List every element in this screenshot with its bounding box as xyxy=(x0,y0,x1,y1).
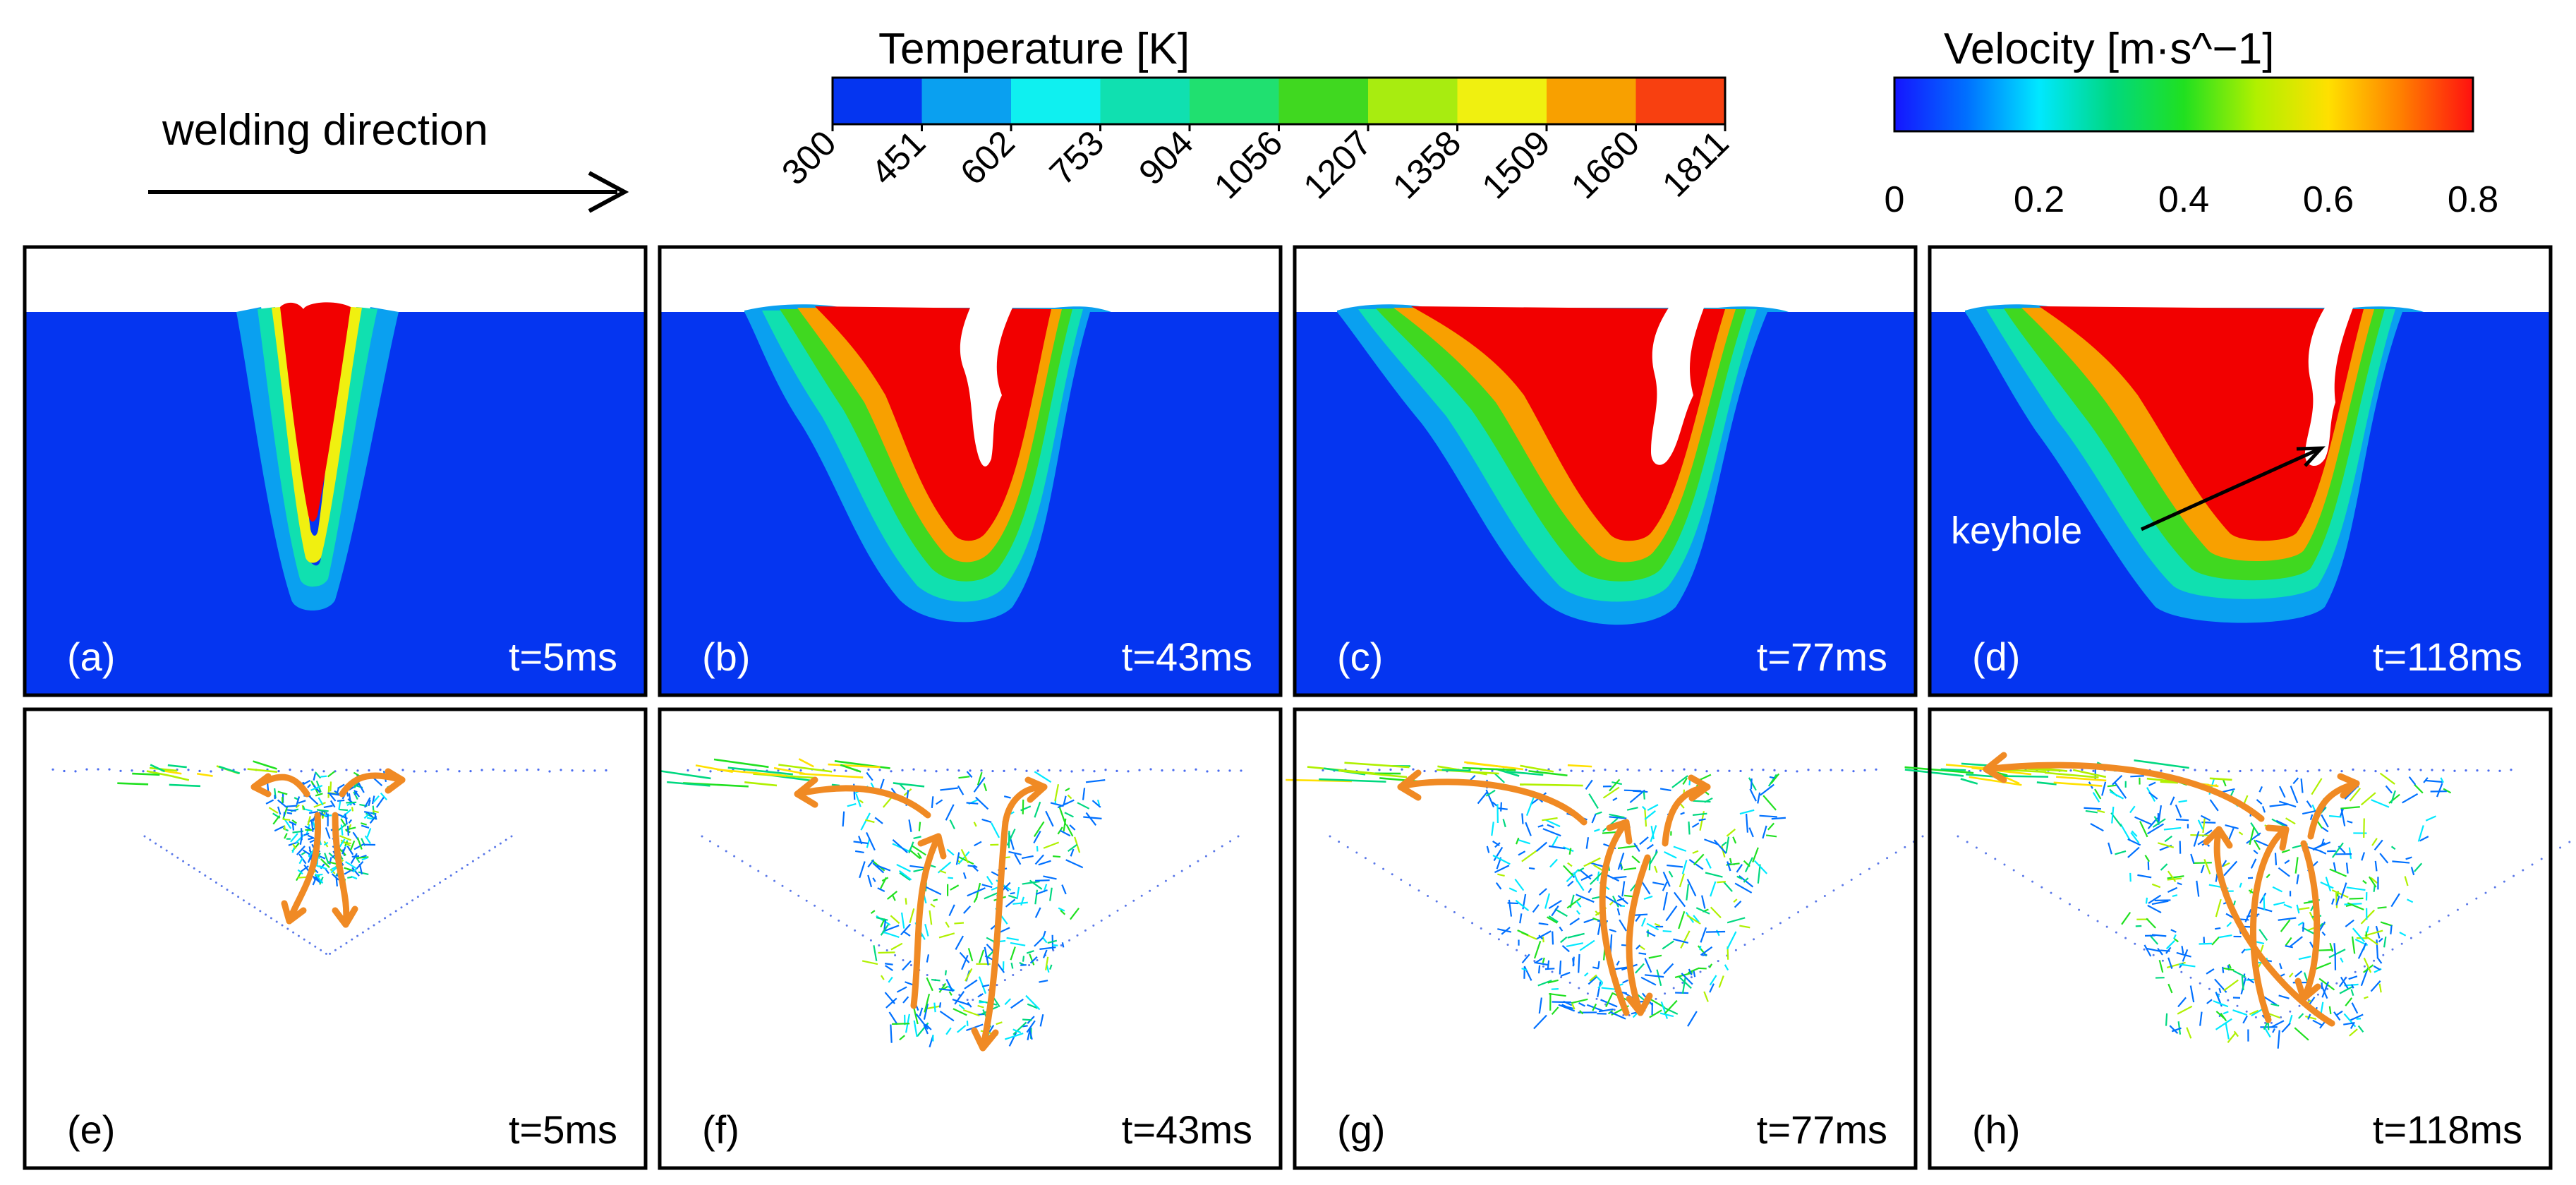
velocity-panel-h: (h) t=118ms xyxy=(1904,707,2571,1170)
temperature-colorbar-cell xyxy=(1100,78,1190,124)
temperature-tick-label: 451 xyxy=(864,123,933,193)
temperature-colorbar-cell xyxy=(1368,78,1458,124)
temperature-colorbar-cell xyxy=(1457,78,1547,124)
panel-h-time: t=118ms xyxy=(2373,1107,2522,1152)
velocity-colorbar: Velocity [m·s^−1] 0 0.2 0.4 0.6 0.8 xyxy=(1885,25,2499,220)
temperature-colorbar-cell xyxy=(1547,78,1636,124)
panel-f-label: (f) xyxy=(702,1107,739,1152)
welding-direction-indicator: welding direction xyxy=(148,106,629,213)
keyhole-label: keyhole xyxy=(1951,510,2082,552)
panel-g-time: t=77ms xyxy=(1757,1107,1887,1152)
velocity-tick-label: 0.6 xyxy=(2303,179,2354,220)
velocity-tick-label: 0.2 xyxy=(2014,179,2064,220)
velocity-colorbar-gradient xyxy=(1893,76,2474,133)
panel-h-label: (h) xyxy=(1972,1107,2020,1152)
velocity-panel-g: (g) t=77ms xyxy=(1286,707,1924,1170)
panel-g-label: (g) xyxy=(1337,1107,1385,1152)
temperature-tick-label: 1509 xyxy=(1475,123,1558,206)
panel-e-label: (e) xyxy=(67,1107,115,1152)
temperature-tick-label: 753 xyxy=(1042,123,1112,193)
panel-a-time: t=5ms xyxy=(509,634,617,679)
temperature-panel-a: (a) t=5ms xyxy=(23,245,648,697)
velocity-panel-f: (f) t=43ms xyxy=(658,707,1283,1170)
panel-d-label: (d) xyxy=(1972,634,2020,679)
panel-b-time: t=43ms xyxy=(1122,634,1252,679)
temperature-tick-label: 300 xyxy=(774,123,844,193)
velocity-tick-label: 0 xyxy=(1885,179,1905,220)
temperature-tick-label: 1811 xyxy=(1655,123,1736,205)
velocity-colorbar-title: Velocity [m·s^−1] xyxy=(1944,25,2274,73)
temperature-colorbar-title: Temperature [K] xyxy=(878,25,1190,73)
temperature-panel-c: (c) t=77ms xyxy=(1293,245,1918,697)
panel-e-time: t=5ms xyxy=(509,1107,617,1152)
temperature-tick-label: 1207 xyxy=(1296,123,1379,206)
temperature-tick-label: 1660 xyxy=(1564,123,1647,206)
temperature-tick-label: 1358 xyxy=(1385,123,1468,206)
temperature-colorbar-ticks: 300 451 602 753 904 1056 1207 1358 1509 1660 1811 xyxy=(774,123,1736,206)
temperature-colorbar-cells xyxy=(833,78,1726,124)
welding-direction-arrow-head xyxy=(588,171,629,213)
temperature-colorbar-cell xyxy=(921,78,1012,124)
velocity-panel-e: (e) t=5ms xyxy=(23,707,648,1170)
temperature-panel-b: (b) t=43ms xyxy=(658,245,1283,697)
keyhole-pointer-head xyxy=(2296,446,2326,467)
panel-a-label: (a) xyxy=(67,634,115,679)
panel-d-time: t=118ms xyxy=(2373,634,2522,679)
temperature-panel-d: keyhole (d) t=118ms xyxy=(1928,245,2553,697)
keyhole-pointer-line xyxy=(2140,446,2323,531)
welding-direction-label: welding direction xyxy=(162,106,488,155)
temperature-colorbar: Temperature [K] 300 451 602 753 904 1056 1207 1… xyxy=(774,25,1736,206)
temperature-colorbar-cell xyxy=(1190,78,1279,124)
temperature-tick-label: 904 xyxy=(1131,123,1201,193)
panel-c-label: (c) xyxy=(1337,634,1383,679)
panel-c-time: t=77ms xyxy=(1757,634,1887,679)
panel-b-label: (b) xyxy=(702,634,750,679)
temperature-colorbar-cell xyxy=(1635,78,1726,124)
velocity-tick-label: 0.8 xyxy=(2448,179,2498,220)
temperature-colorbar-cell xyxy=(833,78,922,124)
temperature-colorbar-cell xyxy=(1011,78,1101,124)
temperature-tick-label: 602 xyxy=(953,123,1022,193)
temperature-colorbar-cell xyxy=(1278,78,1369,124)
panel-f-time: t=43ms xyxy=(1122,1107,1252,1152)
velocity-colorbar-ticks: 0 0.2 0.4 0.6 0.8 xyxy=(1885,179,2499,220)
velocity-tick-label: 0.4 xyxy=(2158,179,2209,220)
temperature-tick-label: 1056 xyxy=(1207,123,1290,206)
